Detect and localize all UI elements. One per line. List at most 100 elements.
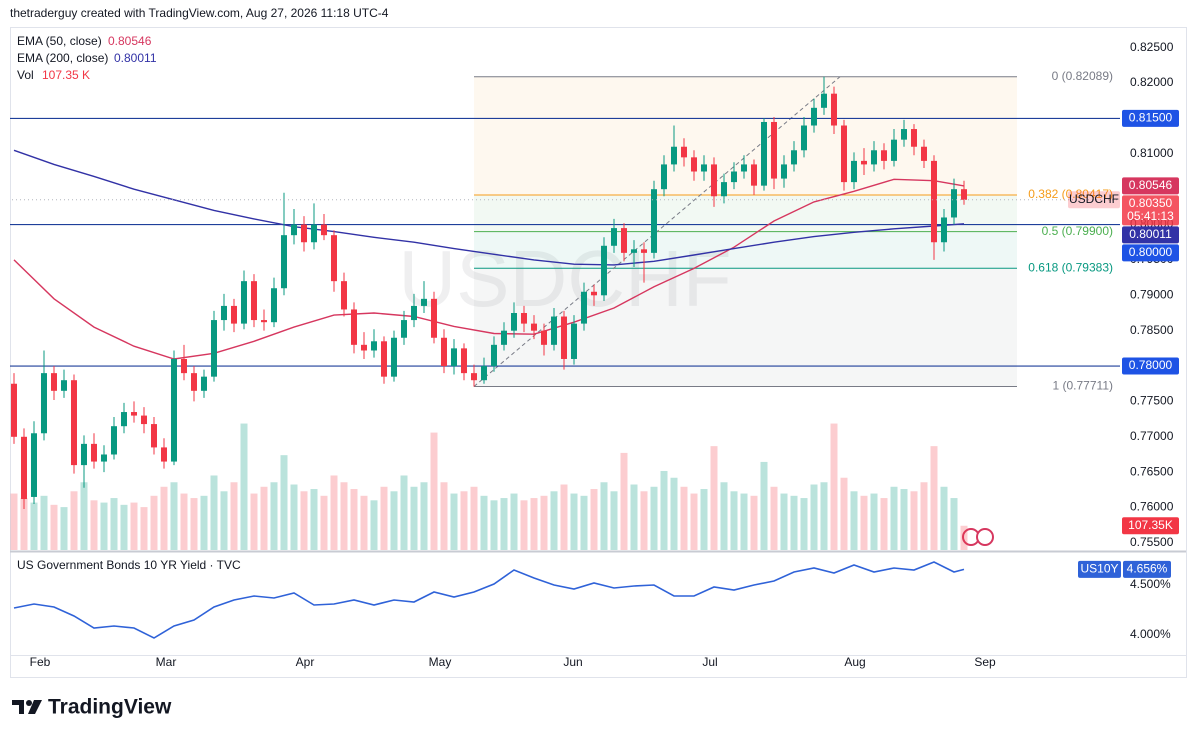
candle-body (91, 443, 97, 462)
volume-bar (450, 493, 458, 550)
candle-body (381, 341, 387, 377)
volume-bar (790, 495, 798, 550)
price-axis-box-label: 0.78000 (1129, 358, 1173, 372)
fib-level-label: 0.618 (0.79383) (1028, 260, 1113, 274)
volume-bar (480, 495, 488, 550)
volume-bar (150, 495, 158, 550)
candle-body (871, 150, 877, 165)
price-axis-box-label: 0.80350 (1129, 196, 1173, 210)
candle-body (801, 125, 807, 151)
volume-bar (160, 486, 168, 550)
volume-bar (390, 491, 398, 550)
candle-body (931, 160, 937, 243)
candle-body (191, 373, 197, 391)
volume-bar (660, 470, 668, 550)
volume-bar (500, 498, 508, 550)
candle-body (231, 305, 237, 324)
candle-body (641, 249, 647, 253)
volume-bar (720, 482, 728, 550)
volume-bar (640, 491, 648, 550)
price-axis-box (1122, 177, 1179, 195)
candle-body (721, 182, 727, 197)
candle-body (501, 330, 507, 345)
ema-line (13, 149, 965, 266)
price-axis-box (1122, 226, 1179, 244)
volume-bar (650, 486, 658, 550)
candle-body (351, 309, 357, 345)
volume-bar (190, 498, 198, 550)
candle-body (481, 366, 487, 381)
candle-body (941, 217, 947, 243)
candle-body (281, 235, 287, 289)
volume-bar (490, 500, 498, 550)
volume-bar (360, 495, 368, 550)
logo-mark (26, 700, 32, 706)
candle-body (341, 281, 347, 310)
volume-bar (110, 498, 118, 550)
y-tick-label: 0.76500 (1130, 464, 1174, 478)
x-tick-label: Aug (844, 655, 865, 669)
candle-body (581, 291, 587, 324)
candle-body (491, 344, 497, 367)
candle-body (111, 426, 117, 455)
volume-bar (800, 498, 808, 550)
volume-bar (830, 423, 838, 550)
volume-bar (470, 486, 478, 550)
volume-bar (960, 525, 968, 550)
candle-body (551, 316, 557, 345)
fib-level-label: 0.382 (0.80417) (1028, 187, 1113, 201)
candle-body (511, 312, 517, 331)
volume-bar (670, 477, 678, 550)
volume-bar (80, 482, 88, 550)
candle-body (31, 433, 37, 497)
candle-body (531, 323, 537, 331)
candle-body (201, 376, 207, 391)
fib-level-label: 0 (0.82089) (1052, 69, 1113, 83)
legend-value: 0.80011 (114, 51, 157, 65)
yield-tick-label: 4.000% (1130, 627, 1171, 641)
volume-bar (460, 491, 468, 550)
price-axis-box-label: 05:41:13 (1127, 209, 1174, 223)
candle-body (671, 146, 677, 165)
candle-body (71, 380, 77, 466)
price-axis-box-label: 0.80000 (1129, 245, 1173, 259)
volume-bar (410, 486, 418, 550)
volume-bar (280, 455, 288, 550)
candle-body (21, 436, 27, 500)
y-tick-label: 0.75500 (1130, 535, 1174, 549)
volume-bar (910, 491, 918, 550)
fib-level-label: 1 (0.77711) (1053, 379, 1114, 393)
candle-body (761, 121, 767, 186)
x-tick-label: Apr (296, 655, 315, 669)
candle-body (41, 373, 47, 434)
volume-bar (630, 484, 638, 550)
candle-body (751, 164, 757, 186)
candle-body (841, 125, 847, 183)
candle-body (471, 373, 477, 381)
candle-body (621, 228, 627, 253)
volume-bar (700, 489, 708, 550)
volume-bar (70, 491, 78, 550)
candle-body (431, 298, 437, 338)
flag-icons (962, 528, 994, 546)
candle-body (561, 316, 567, 359)
fib-band (474, 195, 1017, 232)
volume-bar (290, 484, 298, 550)
volume-bar (60, 507, 68, 550)
candle-body (81, 443, 87, 466)
volume-bar (600, 482, 608, 550)
candle-body (851, 160, 857, 183)
volume-bar (690, 493, 698, 550)
volume-bar (810, 484, 818, 550)
candle-body (741, 164, 747, 172)
volume-bar (930, 446, 938, 550)
volume-bar (350, 489, 358, 550)
candle-body (421, 298, 427, 306)
volume-bar (730, 491, 738, 550)
volume-bar (950, 498, 958, 550)
volume-bar (30, 502, 38, 550)
candle-body (691, 157, 697, 172)
header-text: thetraderguy created with TradingView.co… (10, 6, 389, 20)
price-axis-box-label: 0.80011 (1129, 227, 1172, 241)
